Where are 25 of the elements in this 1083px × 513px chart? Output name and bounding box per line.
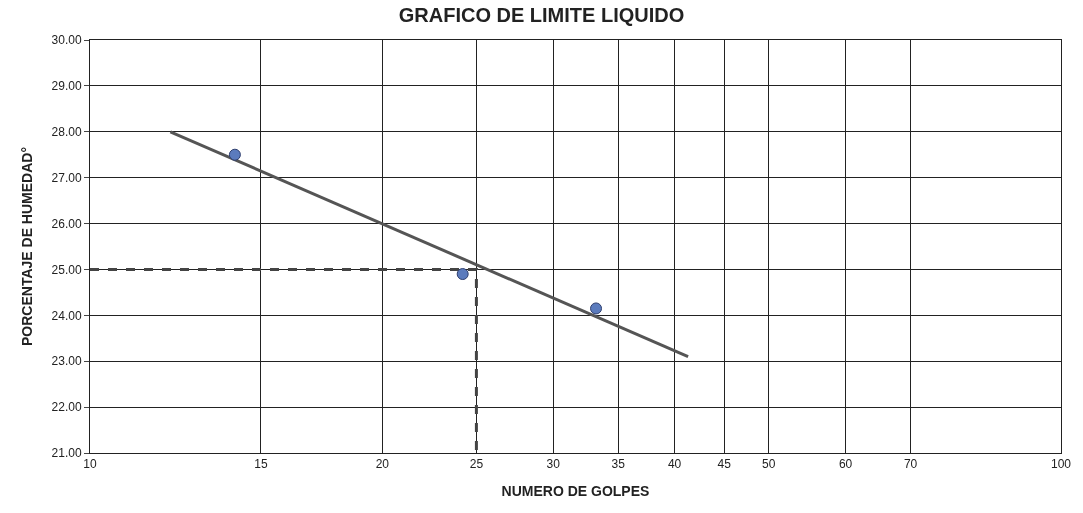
x-tick-label: 40 xyxy=(667,457,682,472)
x-axis-title: NUMERO DE GOLPES xyxy=(501,482,650,499)
y-tick-label: 26.00 xyxy=(51,216,82,231)
x-tick-label: 15 xyxy=(254,457,268,472)
chart-title: GRAFICO DE LIMITE LIQUIDO xyxy=(398,3,685,26)
x-tick-label: 70 xyxy=(903,457,918,472)
y-tick-label: 21.00 xyxy=(51,446,82,461)
y-tick-label: 25.00 xyxy=(51,262,82,277)
x-tick-label: 100 xyxy=(1050,457,1072,472)
x-tick-label: 10 xyxy=(83,457,97,472)
x-tick-label: 45 xyxy=(717,457,732,472)
x-tick-label: 35 xyxy=(611,457,626,472)
y-tick-label: 22.00 xyxy=(51,400,82,415)
y-tick-label: 29.00 xyxy=(51,79,82,94)
y-tick-label: 30.00 xyxy=(51,33,82,48)
y-axis-title: PORCENTAJE DE HUMEDAD° xyxy=(19,146,36,347)
y-tick-label: 24.00 xyxy=(51,308,82,323)
x-tick-label: 25 xyxy=(469,457,484,472)
x-tick-label: 30 xyxy=(546,457,561,472)
y-tick-label: 27.00 xyxy=(51,170,82,185)
x-tick-label: 20 xyxy=(375,457,390,472)
x-tick-label: 50 xyxy=(762,457,776,472)
y-tick-label: 28.00 xyxy=(51,124,82,139)
x-tick-label: 60 xyxy=(838,457,853,472)
y-tick-label: 23.00 xyxy=(51,354,82,369)
